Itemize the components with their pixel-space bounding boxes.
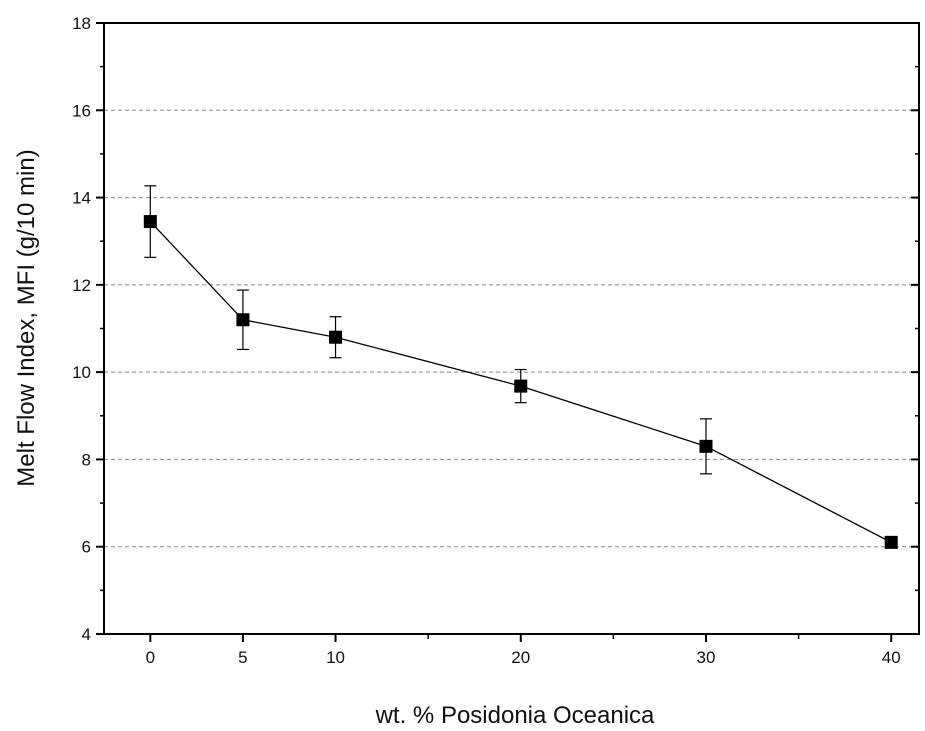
y-tick-label-18: 18 xyxy=(72,14,91,33)
y-axis-title: Melt Flow Index, MFI (g/10 min) xyxy=(13,149,40,486)
x-tick-label-30: 30 xyxy=(697,648,716,667)
y-tick-label-14: 14 xyxy=(72,189,91,208)
x-tick-label-0: 0 xyxy=(146,648,155,667)
y-tick-label-10: 10 xyxy=(72,363,91,382)
data-point xyxy=(329,330,343,344)
data-series xyxy=(143,185,898,549)
y-tick-label-12: 12 xyxy=(72,276,91,295)
plot-frame xyxy=(103,22,920,635)
y-tick-label-16: 16 xyxy=(72,101,91,120)
data-point xyxy=(236,313,250,327)
x-axis-title: wt. % Posidonia Oceanica xyxy=(375,702,655,729)
axes: 4 6 8 10 12 14 16 18 0 5 10 20 30 40 xyxy=(72,14,920,667)
x-tick-label-40: 40 xyxy=(882,648,901,667)
x-tick-label-5: 5 xyxy=(238,648,247,667)
x-tick-label-20: 20 xyxy=(511,648,530,667)
data-point xyxy=(143,215,157,229)
series-line xyxy=(149,221,892,543)
y-tick-label-4: 4 xyxy=(82,625,91,644)
data-point xyxy=(699,439,713,453)
data-point xyxy=(884,535,898,549)
data-point xyxy=(514,379,528,393)
x-tick-label-10: 10 xyxy=(326,648,345,667)
y-tick-label-6: 6 xyxy=(82,538,91,557)
grid-lines xyxy=(104,109,919,548)
y-tick-label-8: 8 xyxy=(82,450,91,469)
